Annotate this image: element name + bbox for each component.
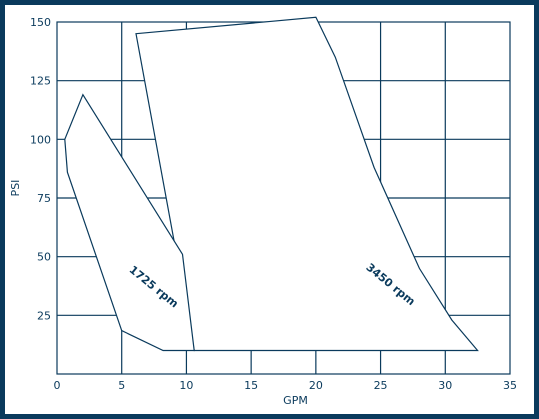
y-tick-label: 100: [30, 133, 51, 146]
region-1725-rpm: [64, 93, 195, 352]
y-tick-label: 150: [30, 16, 51, 29]
y-tick-label: 50: [37, 251, 51, 264]
y-tick-label: 75: [37, 192, 51, 205]
x-tick-label: 10: [179, 379, 193, 392]
x-tick-label: 25: [374, 379, 388, 392]
x-tick-label: 35: [503, 379, 517, 392]
x-axis-label: GPM: [283, 394, 308, 407]
region-3450-rpm: [135, 16, 479, 352]
pump-performance-chart: 0 5 10 15 20 25 30 35255075100125150GPMPSI1725 …: [9, 16, 517, 407]
x-tick-label: 0: [54, 379, 61, 392]
x-tick-label: 5: [118, 379, 125, 392]
y-tick-label: 125: [30, 75, 51, 88]
chart-frame: 0 5 10 15 20 25 30 35 25 50 75 100 125 150 GPM PSI 1725 …: [5, 5, 534, 414]
x-tick-label: 30: [438, 379, 452, 392]
y-axis-label: PSI: [9, 180, 22, 197]
x-tick-label: 15: [244, 379, 258, 392]
y-tick-label: 25: [37, 309, 51, 322]
x-tick-label: 20: [309, 379, 323, 392]
